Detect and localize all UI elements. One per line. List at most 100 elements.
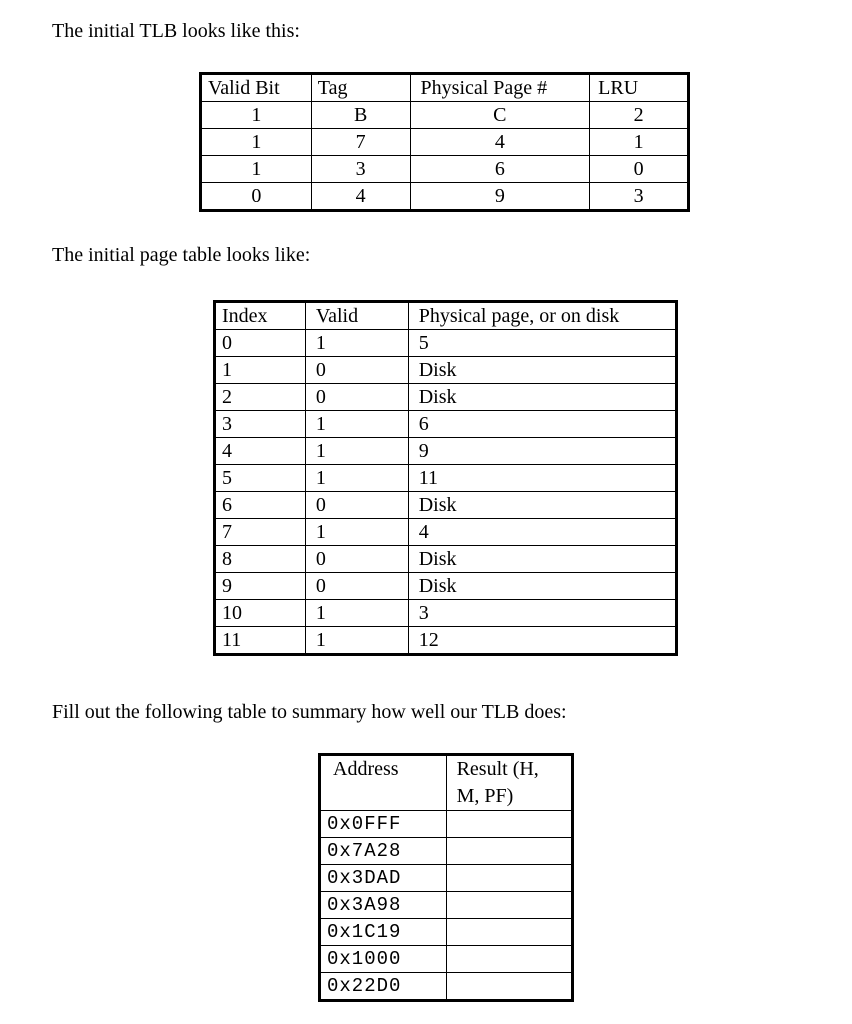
tlb-lru-cell: 1 xyxy=(589,128,688,156)
page-table-index-cell: 8 xyxy=(215,545,306,573)
page-table-physical-cell: Disk xyxy=(407,572,677,600)
page-table-index-cell: 4 xyxy=(215,437,306,465)
page-table-row: 8 0 Disk xyxy=(215,545,677,573)
page-table-physical-cell: 12 xyxy=(407,626,677,654)
page-table-physical-cell: Disk xyxy=(407,545,677,573)
tlb-header-valid: Valid Bit xyxy=(201,74,312,102)
tlb-physical-page-cell: 4 xyxy=(409,128,591,156)
summary-result-cell[interactable] xyxy=(445,972,573,1000)
tlb-tag-cell: B xyxy=(310,101,411,129)
page-table-row: 10 1 3 xyxy=(215,599,677,627)
summary-address-cell: 0x0FFF xyxy=(320,810,447,838)
page-table-index-cell: 3 xyxy=(215,410,306,438)
page-table-physical-cell: 5 xyxy=(407,329,677,357)
tlb-lru-cell: 2 xyxy=(589,101,688,129)
page-table-index-cell: 7 xyxy=(215,518,306,546)
page-table-physical-cell: 6 xyxy=(407,410,677,438)
page-table-header-physical: Physical page, or on disk xyxy=(407,302,677,330)
summary-header-result: Result (H, M, PF) xyxy=(445,755,573,811)
summary-result-cell[interactable] xyxy=(445,891,573,919)
tlb-tag-cell: 7 xyxy=(310,128,411,156)
summary-row: 0x3DAD xyxy=(320,864,573,892)
page-table-index-cell: 5 xyxy=(215,464,306,492)
page-table-physical-cell: 11 xyxy=(407,464,677,492)
page-table-physical-cell: 3 xyxy=(407,599,677,627)
page-table-physical-cell: Disk xyxy=(407,491,677,519)
summary-address-cell: 0x22D0 xyxy=(320,972,447,1000)
tlb-valid-cell: 1 xyxy=(201,155,312,183)
page-table-valid-cell: 0 xyxy=(304,572,409,600)
page-table-index-cell: 10 xyxy=(215,599,306,627)
summary-result-cell[interactable] xyxy=(445,810,573,838)
summary-address-cell: 0x1C19 xyxy=(320,918,447,946)
summary-result-cell[interactable] xyxy=(445,918,573,946)
tlb-lru-cell: 3 xyxy=(589,182,688,210)
tlb-physical-page-cell: C xyxy=(409,101,591,129)
tlb-header-physical-page: Physical Page # xyxy=(409,74,591,102)
page-table-row: 5 1 11 xyxy=(215,464,677,492)
page-table-valid-cell: 1 xyxy=(304,329,409,357)
page-table-valid-cell: 1 xyxy=(304,437,409,465)
page-table-physical-cell: 4 xyxy=(407,518,677,546)
page-table-row: 2 0 Disk xyxy=(215,383,677,411)
summary-header-address: Address xyxy=(320,755,447,811)
page-table-intro-text: The initial page table looks like: xyxy=(52,244,311,266)
page-table-valid-cell: 1 xyxy=(304,599,409,627)
tlb-tag-cell: 3 xyxy=(310,155,411,183)
page-table-valid-cell: 1 xyxy=(304,464,409,492)
summary-header-row: Address Result (H, M, PF) xyxy=(320,755,573,811)
summary-row: 0x0FFF xyxy=(320,810,573,838)
tlb-intro-text: The initial TLB looks like this: xyxy=(52,20,300,42)
tlb-valid-cell: 1 xyxy=(201,101,312,129)
page-table-valid-cell: 1 xyxy=(304,518,409,546)
tlb-tag-cell: 4 xyxy=(310,182,411,210)
page-table-row: 11 1 12 xyxy=(215,626,677,654)
page-table-index-cell: 11 xyxy=(215,626,306,654)
tlb-valid-cell: 0 xyxy=(201,182,312,210)
summary-table: Address Result (H, M, PF) 0x0FFF 0x7A28 0x… xyxy=(318,753,574,1002)
summary-address-cell: 0x7A28 xyxy=(320,837,447,865)
page-table-row: 6 0 Disk xyxy=(215,491,677,519)
page-table-physical-cell: Disk xyxy=(407,356,677,384)
page-table-valid-cell: 0 xyxy=(304,383,409,411)
page-table-physical-cell: 9 xyxy=(407,437,677,465)
page-table-physical-cell: Disk xyxy=(407,383,677,411)
tlb-header-lru: LRU xyxy=(589,74,688,102)
tlb-physical-page-cell: 6 xyxy=(409,155,591,183)
summary-result-cell[interactable] xyxy=(445,864,573,892)
tlb-lru-cell: 0 xyxy=(589,155,688,183)
tlb-header-row: Valid Bit Tag Physical Page # LRU xyxy=(201,74,688,102)
page-table-header-valid: Valid xyxy=(304,302,409,330)
tlb-physical-page-cell: 9 xyxy=(409,182,591,210)
summary-row: 0x1C19 xyxy=(320,918,573,946)
page-table-index-cell: 1 xyxy=(215,356,306,384)
summary-row: 0x1000 xyxy=(320,945,573,973)
page-table-header-index: Index xyxy=(215,302,306,330)
summary-row: 0x3A98 xyxy=(320,891,573,919)
page-table-index-cell: 9 xyxy=(215,572,306,600)
page-table-valid-cell: 0 xyxy=(304,356,409,384)
page-table-index-cell: 0 xyxy=(215,329,306,357)
summary-row: 0x7A28 xyxy=(320,837,573,865)
summary-address-cell: 0x3DAD xyxy=(320,864,447,892)
tlb-valid-cell: 1 xyxy=(201,128,312,156)
page-table-row: 9 0 Disk xyxy=(215,572,677,600)
page-table-valid-cell: 1 xyxy=(304,410,409,438)
page-table-valid-cell: 1 xyxy=(304,626,409,654)
page-table-header-row: Index Valid Physical page, or on disk xyxy=(215,302,677,330)
page-table-valid-cell: 0 xyxy=(304,491,409,519)
summary-result-cell[interactable] xyxy=(445,837,573,865)
summary-intro-text: Fill out the following table to summary … xyxy=(52,701,567,723)
summary-result-cell[interactable] xyxy=(445,945,573,973)
page-table-index-cell: 6 xyxy=(215,491,306,519)
tlb-header-tag: Tag xyxy=(310,74,411,102)
